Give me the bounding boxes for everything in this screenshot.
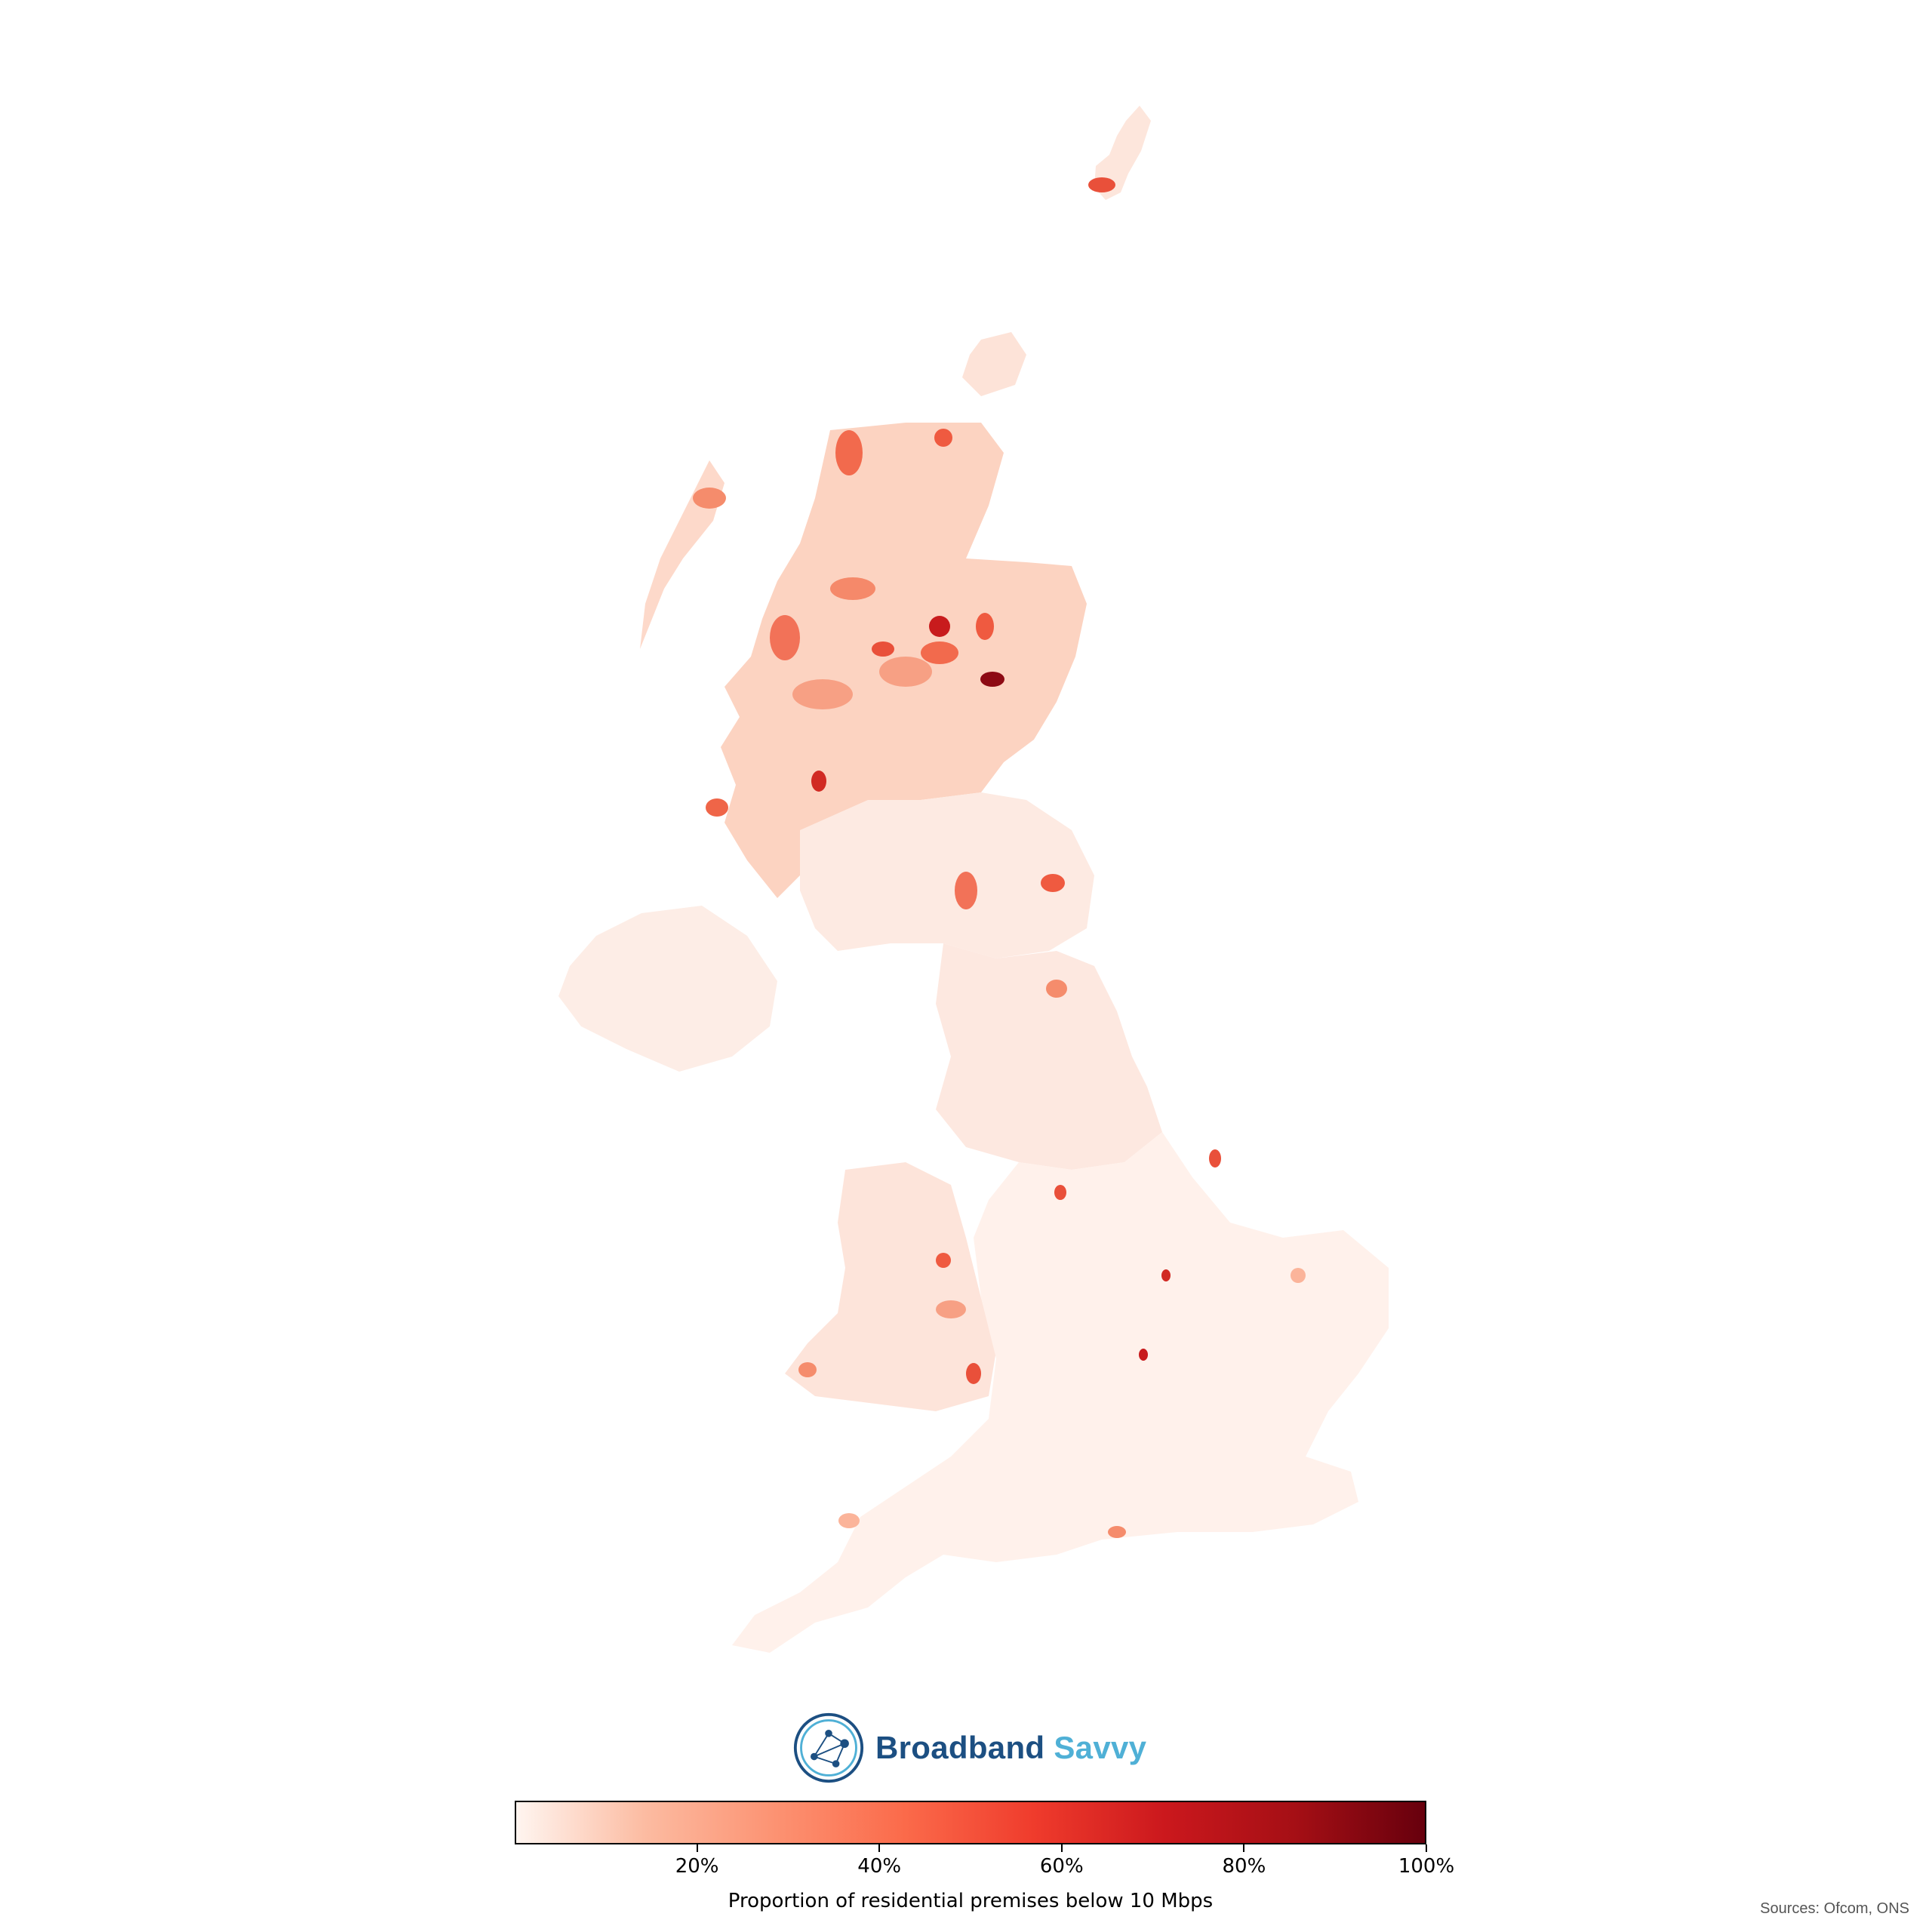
colorbar-tick-label: 80% xyxy=(1222,1855,1266,1878)
colorbar-tick-label: 60% xyxy=(1039,1855,1084,1878)
colorbar-tick xyxy=(878,1844,881,1852)
hotspot xyxy=(879,657,932,687)
landmass-northern-england xyxy=(936,943,1162,1170)
colorbar-tick-label: 40% xyxy=(857,1855,902,1878)
hotspot xyxy=(921,641,958,664)
hotspot xyxy=(872,641,894,657)
colorbar-tick-label: 20% xyxy=(675,1855,719,1878)
hotspot xyxy=(811,771,826,792)
hotspot xyxy=(706,798,728,817)
hotspot xyxy=(976,613,994,640)
hotspot xyxy=(1209,1149,1221,1168)
hotspots xyxy=(693,177,1306,1538)
hotspot xyxy=(929,616,950,637)
hotspot xyxy=(1041,874,1065,892)
colorbar-tick xyxy=(1426,1844,1427,1852)
hotspot xyxy=(1139,1349,1148,1361)
landmass-shetland xyxy=(1094,106,1151,200)
brand-name-part1: Broadband xyxy=(875,1730,1045,1765)
hotspot xyxy=(934,429,952,447)
hotspot xyxy=(1054,1185,1066,1200)
brand-name-part2: Savvy xyxy=(1054,1730,1147,1765)
colorbar xyxy=(515,1801,1426,1844)
hotspot xyxy=(980,672,1004,687)
hotspot xyxy=(838,1513,860,1528)
hotspot xyxy=(835,430,863,475)
colorbar-tick-label: 100% xyxy=(1398,1855,1455,1878)
landmass-southern-scotland xyxy=(800,792,1094,958)
hotspot xyxy=(1291,1268,1306,1283)
hotspot xyxy=(792,679,853,709)
hotspot xyxy=(830,577,875,600)
colorbar-tick xyxy=(1060,1844,1063,1852)
hotspot xyxy=(1161,1269,1171,1281)
hotspot xyxy=(1046,980,1067,998)
hotspot xyxy=(936,1253,951,1268)
hotspot xyxy=(936,1300,966,1318)
globe-network-icon xyxy=(793,1712,864,1783)
choropleth-map xyxy=(558,106,1389,1653)
hotspot xyxy=(1088,177,1115,192)
landmass-orkney xyxy=(962,332,1026,396)
hotspot xyxy=(955,872,977,909)
brand-logo: Broadband Savvy xyxy=(792,1710,1146,1786)
colorbar-tick xyxy=(696,1844,698,1852)
hotspot xyxy=(1108,1526,1126,1538)
colorbar-tick xyxy=(1243,1844,1245,1852)
hotspot xyxy=(966,1363,981,1384)
hotspot xyxy=(770,615,800,660)
colorbar-label: Proportion of residential premises below… xyxy=(728,1890,1214,1912)
landmass-wales xyxy=(785,1162,996,1411)
hotspot xyxy=(693,488,726,509)
sources-note: Sources: Ofcom, ONS xyxy=(1760,1900,1909,1917)
hotspot xyxy=(798,1362,817,1377)
landmass-england xyxy=(732,1132,1389,1653)
landmass-northern-ireland xyxy=(558,906,777,1072)
brand-name: Broadband Savvy xyxy=(875,1730,1146,1766)
